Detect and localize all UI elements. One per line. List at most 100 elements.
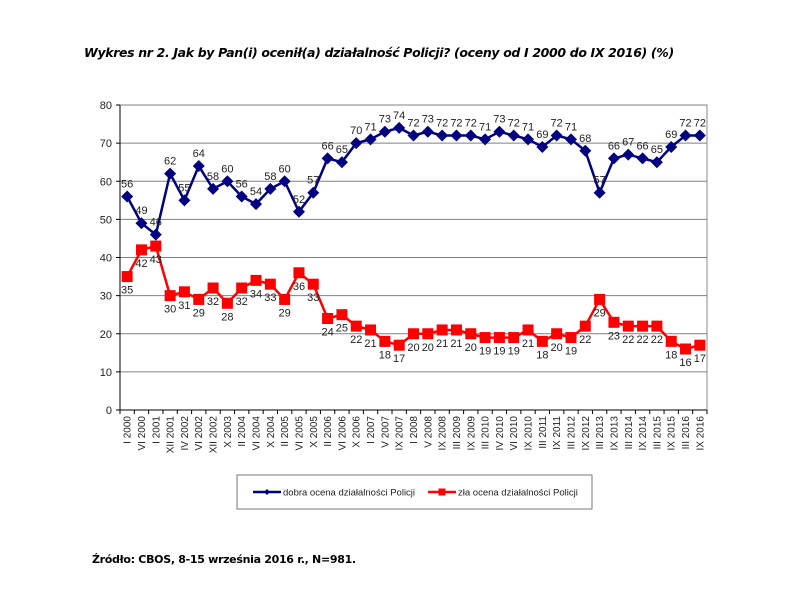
data-label: 66 [321,140,333,152]
data-point-square [651,320,663,332]
data-label: 33 [264,292,276,304]
data-label: 17 [694,353,706,365]
y-tick-label: 70 [100,138,112,150]
data-label: 67 [622,137,634,149]
data-label: 72 [407,118,419,130]
data-point-diamond [536,140,549,153]
legend-label: zła ocena działalności Policji [458,488,578,499]
data-label: 71 [565,121,577,133]
data-label: 58 [207,171,219,183]
x-tick-label: II 2005 [280,416,291,447]
data-label: 72 [465,118,477,130]
data-point-square [236,282,248,294]
x-tick-label: II 2006 [323,416,334,447]
data-point-diamond [207,182,220,195]
x-tick-label: VI 2002 [194,416,205,451]
data-label: 18 [665,349,677,361]
data-point-diamond [164,167,177,180]
data-point-square [221,297,233,309]
data-point-diamond [378,125,391,138]
data-point-diamond [507,129,520,142]
data-label: 55 [178,182,190,194]
data-label: 73 [422,114,434,126]
data-label: 64 [193,148,205,160]
data-label: 32 [207,296,219,308]
data-point-diamond [178,194,191,207]
data-point-square [322,313,334,324]
data-label: 71 [479,121,491,133]
data-label: 42 [135,258,147,270]
data-point-square [450,324,462,336]
x-tick-label: IX 2009 [466,416,477,451]
x-tick-label: X 2005 [309,416,320,448]
x-tick-label: I 2007 [366,416,377,444]
data-label: 22 [350,334,362,346]
data-point-square [536,335,548,347]
data-label: 72 [679,118,691,130]
data-point-diamond [121,190,134,203]
data-label: 36 [293,281,305,293]
data-label: 68 [579,133,591,145]
data-point-diamond [421,125,434,138]
x-tick-label: VI 2005 [294,416,305,451]
data-point-square [665,335,677,347]
data-label: 21 [436,338,448,350]
data-label: 69 [536,129,548,141]
data-point-square [336,309,348,321]
data-point-square [622,320,634,332]
data-point-square [150,240,162,252]
legend-marker-diamond [264,489,270,495]
data-point-diamond [393,121,406,134]
data-label: 69 [665,129,677,141]
data-point-diamond [335,156,348,169]
data-label: 24 [321,327,333,339]
legend-box [236,474,593,510]
data-point-diamond [450,129,463,142]
data-point-square [293,267,305,279]
data-label: 72 [450,118,462,130]
y-tick-label: 10 [100,367,112,379]
x-tick-label: IX 2008 [438,416,449,451]
data-point-diamond [149,228,162,241]
data-label: 71 [522,121,534,133]
data-label: 22 [636,334,648,346]
data-point-square [680,343,692,355]
x-tick-label: X 2003 [223,416,234,448]
y-tick-label: 80 [100,100,112,112]
data-point-square [579,320,591,332]
data-label: 20 [407,342,419,354]
data-label: 22 [579,334,591,346]
y-tick-label: 0 [106,405,112,417]
chart-title: Wykres nr 2. Jak by Pan(i) ocenił(a) dzi… [84,45,674,60]
x-tick-label: IX 2014 [638,416,649,451]
data-point-diamond [493,125,506,138]
x-tick-label: III 2014 [624,416,635,450]
data-label: 62 [164,156,176,168]
data-point-square [551,328,563,340]
data-label: 58 [264,171,276,183]
data-label: 66 [636,140,648,152]
data-label: 22 [651,334,663,346]
x-tick-label: IX 2015 [667,416,678,451]
x-tick-label: IX 2011 [552,416,563,450]
data-point-diamond [250,198,263,211]
data-point-diamond [364,133,377,146]
data-point-square [379,335,391,347]
data-point-square [164,290,176,302]
data-point-square [350,320,362,332]
x-tick-label: XII 2001 [166,416,177,454]
legend-marker-square [438,488,446,496]
data-label: 20 [551,342,563,354]
data-label: 19 [479,346,491,358]
data-label: 20 [422,342,434,354]
y-tick-label: 40 [100,253,112,265]
data-point-square [207,282,219,294]
data-point-diamond [221,175,234,188]
data-point-diamond [693,129,706,142]
data-point-square [307,278,319,290]
data-label: 33 [307,292,319,304]
y-tick-label: 60 [100,176,112,188]
data-label: 21 [522,338,534,350]
data-point-diamond [307,186,320,199]
